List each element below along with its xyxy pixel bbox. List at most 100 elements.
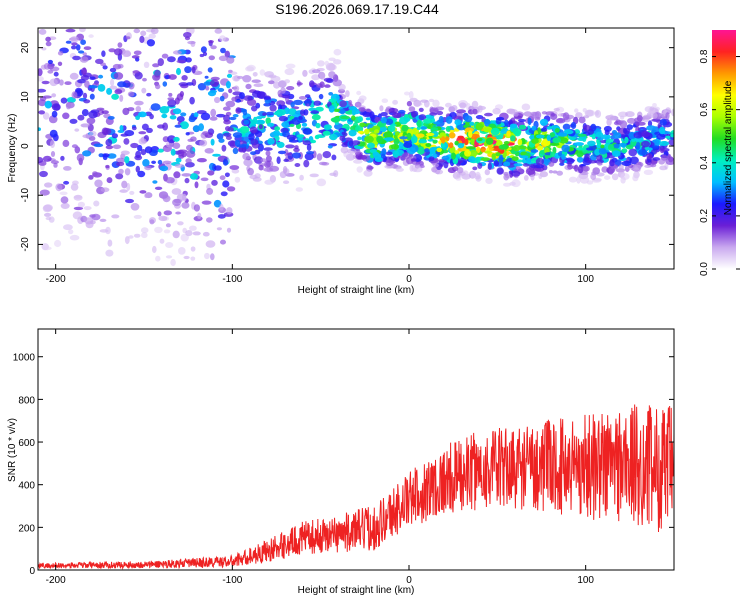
spectrogram-cell [220,191,228,197]
spectrogram-cell [123,138,130,145]
spectrogram-cell [487,162,492,170]
spectrogram-cell [364,128,370,135]
spectrogram-cell [70,183,79,191]
spectrogram-cell [223,119,231,125]
spectrogram-cell [121,180,128,189]
spectrogram-cell [173,136,180,142]
spectrogram-cell [243,158,253,167]
snr-panel: -200 -100 0 100 0 200 400 600 800 1000 Height of… [7,328,675,596]
spectrogram-cell [315,122,321,129]
spectrogram-cell [193,204,200,212]
spectrogram-cell [432,130,439,138]
spectrogram-cell [380,117,387,124]
spectrogram-cell [327,145,333,149]
spectrogram-cell [339,135,346,142]
spectrogram-cell [167,97,175,101]
spectrogram-cell [281,121,290,128]
spectrogram-cell [470,138,476,145]
spectrogram-cell [190,246,196,252]
spectrogram-cell [227,127,234,132]
spectrogram-cell [541,111,548,115]
spectrogram-cell [162,122,169,131]
spectrogram-cell [201,200,212,205]
spectrogram-cell [146,39,155,47]
spectrogram-cell [483,126,493,133]
spectrogram-cell [358,107,366,113]
spectrogram-cell [454,119,462,126]
spectrogram-cell [42,155,52,162]
spectrogram-cell [117,129,125,133]
spectrogram-cell [142,159,150,167]
spectrogram-cell [168,92,173,97]
spectrogram-cell [267,122,275,127]
spectrogram-cell [172,142,181,149]
snr-x-axis: -200 -100 0 100 [46,329,594,586]
y-tick-label: -20 [20,237,31,252]
spectrogram-cell [226,207,233,215]
spectrogram-cell [441,155,450,161]
spectrogram-cell [355,125,364,133]
spectrogram-cell [59,79,64,86]
spectrogram-cell [144,146,153,154]
figure-title: S196.2026.069.17.19.C44 [275,1,439,17]
spectrogram-cell [38,28,47,35]
spectrogram-cell [185,161,195,168]
spectrogram-cell [117,42,123,48]
spectrogram-cell [50,151,56,157]
spectrogram-cell [139,35,145,44]
spectrogram-cell [618,164,624,171]
spectrogram-cell [324,84,331,88]
spectrogram-cell [94,179,103,188]
spectrogram-cell [172,108,182,115]
x-tick-label: -200 [46,575,66,586]
spectrogram-cell [418,139,428,144]
spectrogram-cell [115,173,124,180]
spectrogram-cell [140,227,149,234]
spectrogram-cell [50,160,59,165]
spectrogram-cell [80,123,90,128]
spectrogram-cell [82,134,92,139]
spectrogram-cell [190,136,197,142]
spectrogram-cell [81,56,88,62]
spectrogram-cell [425,143,432,147]
spectrogram-cell [445,126,451,132]
spectrogram-cell [189,96,195,105]
spectrogram-cell [198,123,205,132]
spectrogram-cell [65,28,76,33]
spectrogram-cell [154,226,163,234]
spectrogram-cell [205,240,216,248]
spectrogram-cell [260,158,267,163]
spectrogram-cell [316,153,323,161]
spectrogram-cell [556,170,563,176]
spectrogram-cell [51,93,57,98]
spectrogram-cell [293,147,300,153]
spectrogram-cell [194,181,199,189]
spectrogram-cell [311,114,321,121]
spectrogram-cell [138,111,147,118]
spectrogram-cell [333,170,339,178]
spectrogram-cell [282,94,291,99]
spectrogram-cell [251,79,261,83]
spectrogram-cell [174,124,182,128]
spectrogram-cell [239,92,245,100]
spectrogram-cell [587,160,598,164]
spectrogram-cell [206,187,214,195]
spectrogram-cell [465,146,476,150]
spectrogram-cell [231,96,237,102]
spectrogram-cell [189,225,197,231]
spectrogram-cell [210,108,217,117]
spectrogram-cell [42,246,52,251]
spectrogram-cell [183,32,192,38]
spectrogram-cell [172,198,182,207]
spectrogram-cell [63,166,72,171]
spectrogram-cell [610,165,618,170]
spectrogram-cell [108,48,116,53]
spectrogram-cell [468,156,476,163]
spectrogram-cell [401,152,411,160]
spectrogram-cell [210,253,215,261]
spectrogram-cell [292,152,302,159]
spectrogram-cell [186,144,193,151]
spectrogram-cell [549,132,555,138]
spectrogram-cell [211,179,218,186]
